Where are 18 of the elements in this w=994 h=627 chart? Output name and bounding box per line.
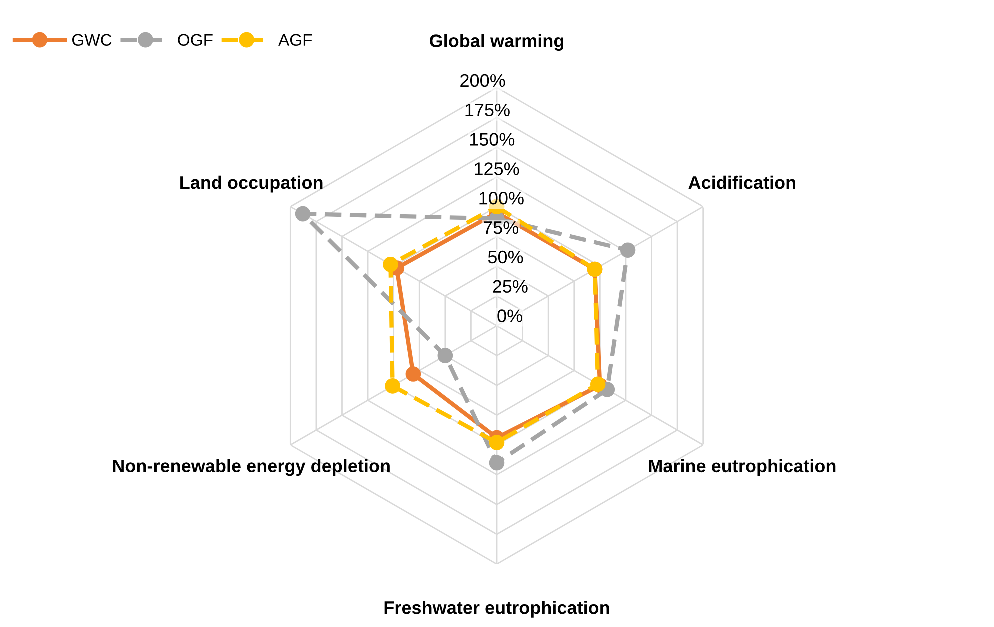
y-tick-label: 25%	[493, 280, 528, 294]
spoke-label: Marine eutrophication	[649, 459, 836, 476]
y-tick-label: 150%	[470, 133, 515, 146]
spoke-label: Non-renewable energy depletion	[113, 459, 390, 476]
legend-label: OGF	[178, 34, 213, 46]
spoke-label: Freshwater eutrophication	[384, 601, 610, 618]
spoke-label: Acidification	[688, 176, 796, 190]
y-tick-label: 100%	[480, 192, 524, 205]
y-tick-label: 200%	[460, 74, 506, 88]
spoke-label: Land occupation	[180, 176, 323, 193]
spoke-label: Global warming	[430, 34, 564, 52]
y-tick-label: 0%	[498, 310, 522, 322]
legend-label: GWC	[72, 34, 112, 46]
legend-label: AGF	[278, 34, 312, 46]
y-tick-label: 75%	[484, 222, 519, 234]
y-tick-label: 125%	[475, 162, 520, 176]
y-tick-label: 50%	[488, 250, 524, 264]
y-tick-label: 175%	[466, 104, 510, 117]
